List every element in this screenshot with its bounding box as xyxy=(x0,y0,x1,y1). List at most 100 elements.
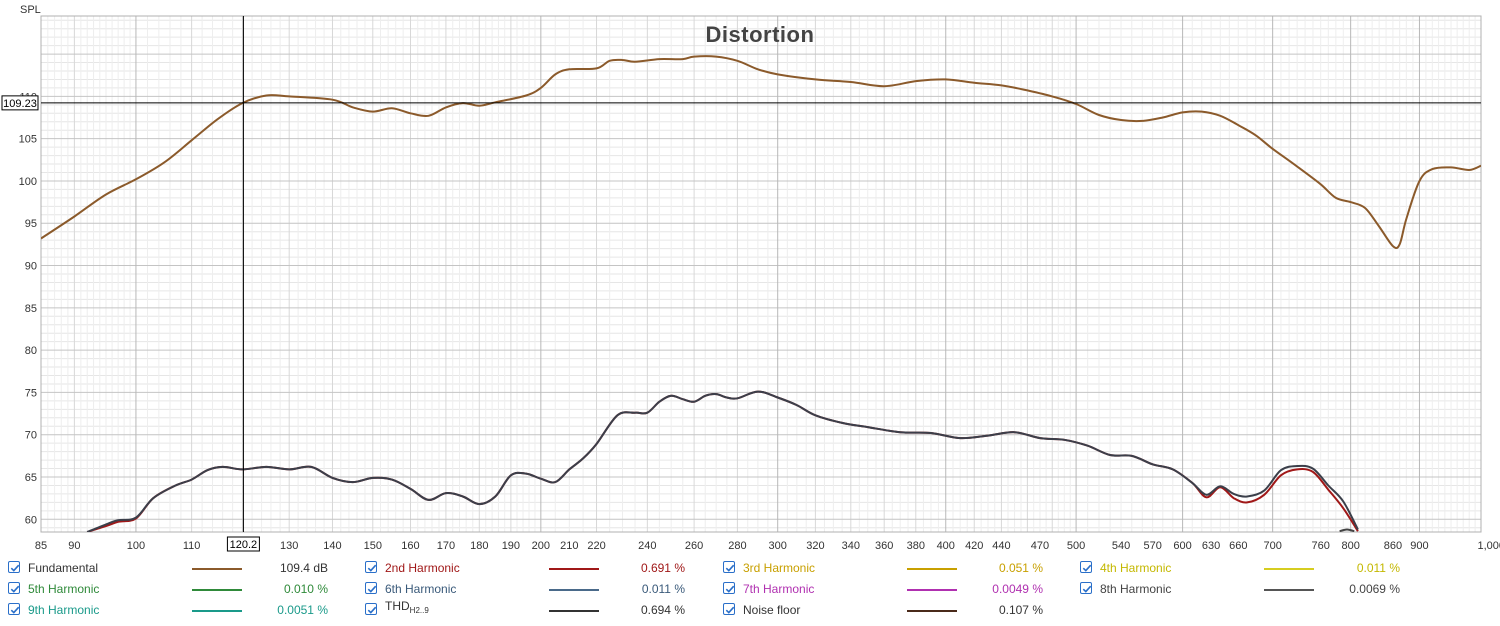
legend-value: 0.051 % xyxy=(998,561,1043,575)
checkbox-thd[interactable] xyxy=(365,603,377,615)
check-icon xyxy=(725,606,735,614)
x-tick-label: 360 xyxy=(875,540,893,552)
cursor-x-box xyxy=(226,536,260,552)
cursor[interactable]: 109.23 120.2 xyxy=(1,16,1481,552)
x-tick-label: 190 xyxy=(502,540,520,552)
check-icon xyxy=(725,585,735,593)
x-tick-label: 85 xyxy=(35,540,47,552)
x-tick-label: 110 xyxy=(183,540,201,552)
x-tick-label: 150 xyxy=(364,540,382,552)
x-tick-label: 200 xyxy=(532,540,550,552)
legend-name: Fundamental xyxy=(28,561,99,575)
y-tick-label: 60 xyxy=(25,514,37,526)
check-icon xyxy=(725,564,735,572)
x-tick-label: 860 xyxy=(1384,540,1402,552)
legend-value: 109.4 dB xyxy=(279,561,328,575)
x-tick-label: 340 xyxy=(842,540,860,552)
x-tick-label: 420 xyxy=(965,540,983,552)
x-tick-label: 500 xyxy=(1067,540,1085,552)
legend-item-3rd-harmonic[interactable]: 3rd Harmonic 0.051 % xyxy=(723,558,1063,578)
checkbox-5th-harmonic[interactable] xyxy=(8,582,20,594)
x-tick-label: 380 xyxy=(907,540,925,552)
legend-name: 7th Harmonic xyxy=(743,582,815,596)
legend-name: THDH2..9 xyxy=(385,599,429,615)
legend: Fundamental 109.4 dB 2nd Harmonic 0.691 % 3r… xyxy=(0,556,1500,626)
checkbox-2nd-harmonic[interactable] xyxy=(365,561,377,573)
check-icon xyxy=(367,564,377,572)
x-tick-label: 800 xyxy=(1341,540,1359,552)
x-tick-labels: 85 90 100 110 130 140 150 160 170 180 190 200 210 220… xyxy=(35,540,1500,552)
checkbox-7th-harmonic[interactable] xyxy=(723,582,735,594)
x-tick-label: 100 xyxy=(127,540,145,552)
legend-swatch xyxy=(907,568,957,570)
minor-grid xyxy=(40,16,1481,532)
legend-value: 0.0049 % xyxy=(992,582,1043,596)
legend-item-5th-harmonic[interactable]: 5th Harmonic 0.010 % xyxy=(8,579,348,599)
x-tick-label: 700 xyxy=(1263,540,1281,552)
check-icon xyxy=(10,606,20,614)
legend-item-2nd-harmonic[interactable]: 2nd Harmonic 0.691 % xyxy=(365,558,705,578)
x-tick-label: 1,000Hz xyxy=(1478,540,1500,552)
x-tick-label: 660 xyxy=(1229,540,1247,552)
legend-item-noise-floor[interactable]: Noise floor 0.107 % xyxy=(723,600,1063,620)
legend-swatch xyxy=(1264,589,1314,591)
x-tick-label: 220 xyxy=(587,540,605,552)
x-tick-label: 540 xyxy=(1112,540,1130,552)
y-tick-label: 85 xyxy=(25,303,37,315)
y-tick-label: 100 xyxy=(19,176,37,188)
legend-value: 0.0069 % xyxy=(1349,582,1400,596)
legend-item-6th-harmonic[interactable]: 6th Harmonic 0.011 % xyxy=(365,579,705,599)
legend-item-9th-harmonic[interactable]: 9th Harmonic 0.0051 % xyxy=(8,600,348,620)
x-tick-label: 240 xyxy=(638,540,656,552)
legend-swatch xyxy=(907,589,957,591)
series-layer xyxy=(41,55,1481,532)
x-tick-label: 300 xyxy=(769,540,787,552)
series-fundamental xyxy=(41,55,1481,250)
distortion-chart[interactable]: SPL 60 65 70 75 80 85 90 95 100 105 110 85 90 100 110… xyxy=(0,0,1500,556)
x-tick-label: 90 xyxy=(68,540,80,552)
checkbox-4th-harmonic[interactable] xyxy=(1080,561,1092,573)
y-tick-label: 75 xyxy=(25,387,37,399)
y-axis-label: SPL xyxy=(20,4,41,16)
legend-item-7th-harmonic[interactable]: 7th Harmonic 0.0049 % xyxy=(723,579,1063,599)
check-icon xyxy=(10,564,20,572)
series-8th-harmonic xyxy=(1339,528,1355,532)
x-tick-label: 140 xyxy=(323,540,341,552)
check-icon xyxy=(10,585,20,593)
x-tick-label: 160 xyxy=(401,540,419,552)
x-tick-label: 600 xyxy=(1173,540,1191,552)
checkbox-8th-harmonic[interactable] xyxy=(1080,582,1092,594)
legend-name: 3rd Harmonic xyxy=(743,561,816,575)
plot-frame xyxy=(40,15,1482,533)
legend-name: 2nd Harmonic xyxy=(385,561,460,575)
checkbox-9th-harmonic[interactable] xyxy=(8,603,20,615)
y-tick-label: 70 xyxy=(25,430,37,442)
legend-item-thd[interactable]: THDH2..9 0.694 % xyxy=(365,599,705,620)
x-tick-label: 760 xyxy=(1312,540,1330,552)
checkbox-6th-harmonic[interactable] xyxy=(365,582,377,594)
legend-value: 0.010 % xyxy=(283,582,328,596)
legend-value: 0.011 % xyxy=(641,582,685,596)
x-tick-label: 630 xyxy=(1202,540,1220,552)
x-tick-label: 320 xyxy=(806,540,824,552)
x-tick-label: 440 xyxy=(992,540,1010,552)
major-grid xyxy=(40,15,1482,533)
x-tick-label: 170 xyxy=(437,540,455,552)
legend-value: 0.0051 % xyxy=(277,603,328,617)
legend-value: 0.011 % xyxy=(1356,561,1400,575)
cursor-x-label: 120.2 xyxy=(230,539,258,551)
legend-item-fundamental[interactable]: Fundamental 109.4 dB xyxy=(8,558,348,578)
checkbox-fundamental[interactable] xyxy=(8,561,20,573)
legend-item-4th-harmonic[interactable]: 4th Harmonic 0.011 % xyxy=(1080,558,1420,578)
x-tick-label: 900 xyxy=(1410,540,1428,552)
legend-item-8th-harmonic[interactable]: 8th Harmonic 0.0069 % xyxy=(1080,579,1420,599)
x-tick-label: 400 xyxy=(937,540,955,552)
check-icon xyxy=(1082,585,1092,593)
legend-value: 0.694 % xyxy=(640,603,685,617)
checkbox-noise-floor[interactable] xyxy=(723,603,735,615)
x-tick-label: 210 xyxy=(560,540,578,552)
checkbox-3rd-harmonic[interactable] xyxy=(723,561,735,573)
x-tick-label: 180 xyxy=(470,540,488,552)
check-icon xyxy=(367,585,377,593)
y-tick-label: 95 xyxy=(25,218,37,230)
